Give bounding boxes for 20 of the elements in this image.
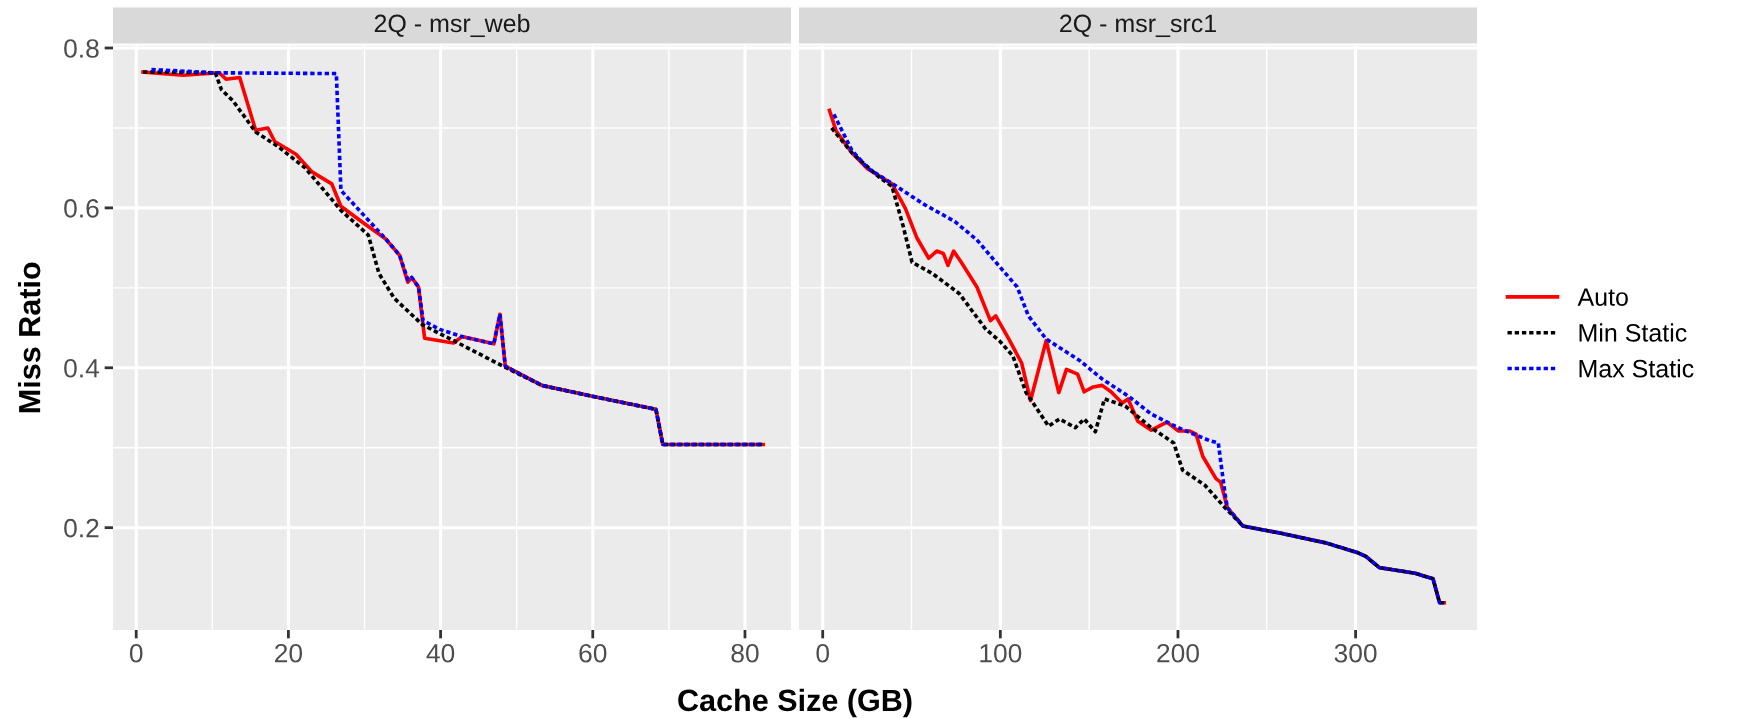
x-tick-label: 40: [426, 643, 455, 663]
legend-label: Auto: [1577, 288, 1628, 306]
x-tick-label: 0: [129, 643, 143, 663]
y-tick-label: 0.2: [64, 518, 99, 538]
x-axis-title: Cache Size (GB): [678, 688, 912, 718]
x-tick-label: 100: [980, 643, 1022, 663]
y-tick-label: 0.4: [64, 358, 100, 378]
x-tick-label: 60: [579, 643, 607, 663]
x-tick-label: 80: [731, 643, 759, 663]
x-tick-label: 300: [1334, 643, 1377, 663]
y-axis-title: Miss Ratio: [17, 262, 41, 413]
legend-label: Min Static: [1579, 323, 1687, 342]
chart-title: 2Q - msr_web: [374, 13, 530, 38]
x-tick-label: 0: [816, 643, 830, 663]
x-tick-label: 20: [275, 643, 303, 663]
y-tick-label: 0.6: [64, 199, 99, 218]
x-tick-label: 200: [1157, 643, 1199, 663]
chart-title: 2Q - msr_src1: [1060, 14, 1216, 38]
legend-label: Max Static: [1579, 359, 1694, 378]
y-tick-label: 0.8: [64, 39, 99, 58]
